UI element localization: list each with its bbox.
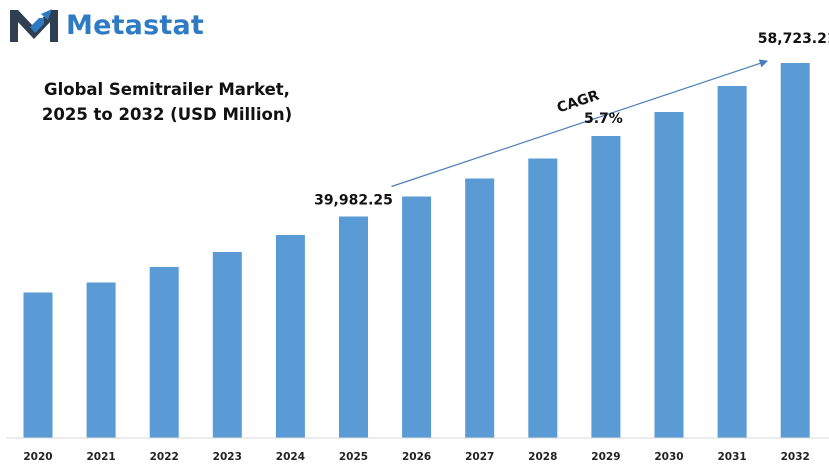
- x-tick-label-2028: 2028: [528, 451, 557, 463]
- data-label-2025: 39,982.25: [314, 193, 393, 209]
- brand-name: Metastat: [66, 9, 205, 41]
- x-tick-label-2027: 2027: [465, 451, 494, 463]
- x-tick-label-2021: 2021: [86, 451, 115, 463]
- bar-2023: [212, 252, 242, 438]
- data-labels: 39,982.25 58,723.21: [314, 31, 829, 209]
- data-label-2032: 58,723.21: [758, 31, 829, 47]
- bar-2022: [149, 267, 179, 438]
- brand-logo: Metastat: [8, 6, 204, 44]
- bar-2031: [717, 86, 747, 438]
- bar-2021: [86, 282, 116, 438]
- bar-2028: [528, 158, 558, 438]
- x-tick-label-2023: 2023: [213, 451, 242, 463]
- x-tick-label-2025: 2025: [339, 451, 368, 463]
- bars-layer: [23, 63, 810, 438]
- x-tick-label-2024: 2024: [276, 451, 305, 463]
- metastat-m-logo-icon: [10, 9, 58, 42]
- x-axis-ticks: 2020 2021 2022 2023 2024 2025 2026 2027 2028 2029…: [23, 451, 809, 463]
- bar-2020: [23, 292, 53, 438]
- x-tick-label-2031: 2031: [717, 451, 746, 463]
- x-tick-label-2022: 2022: [150, 451, 179, 463]
- chart-title-line-1: Global Semitrailer Market,: [44, 80, 290, 99]
- bar-2024: [275, 235, 305, 438]
- x-tick-label-2030: 2030: [654, 451, 683, 463]
- x-tick-label-2020: 2020: [23, 451, 52, 463]
- cagr-value: 5.7%: [584, 111, 623, 127]
- bar-2026: [402, 196, 432, 438]
- bar-2027: [465, 178, 495, 438]
- bar-2025: [339, 216, 368, 438]
- x-tick-label-2026: 2026: [402, 451, 431, 463]
- x-tick-label-2029: 2029: [591, 451, 620, 463]
- cagr-arrow: [391, 59, 768, 188]
- bar-2032: [780, 63, 810, 438]
- bar-2029: [591, 136, 621, 438]
- chart-title-line-2: 2025 to 2032 (USD Million): [41, 105, 293, 124]
- x-tick-label-2032: 2032: [781, 451, 810, 463]
- bar-2030: [654, 112, 684, 438]
- chart-title: Global Semitrailer Market, 2025 to 2032 …: [37, 77, 297, 127]
